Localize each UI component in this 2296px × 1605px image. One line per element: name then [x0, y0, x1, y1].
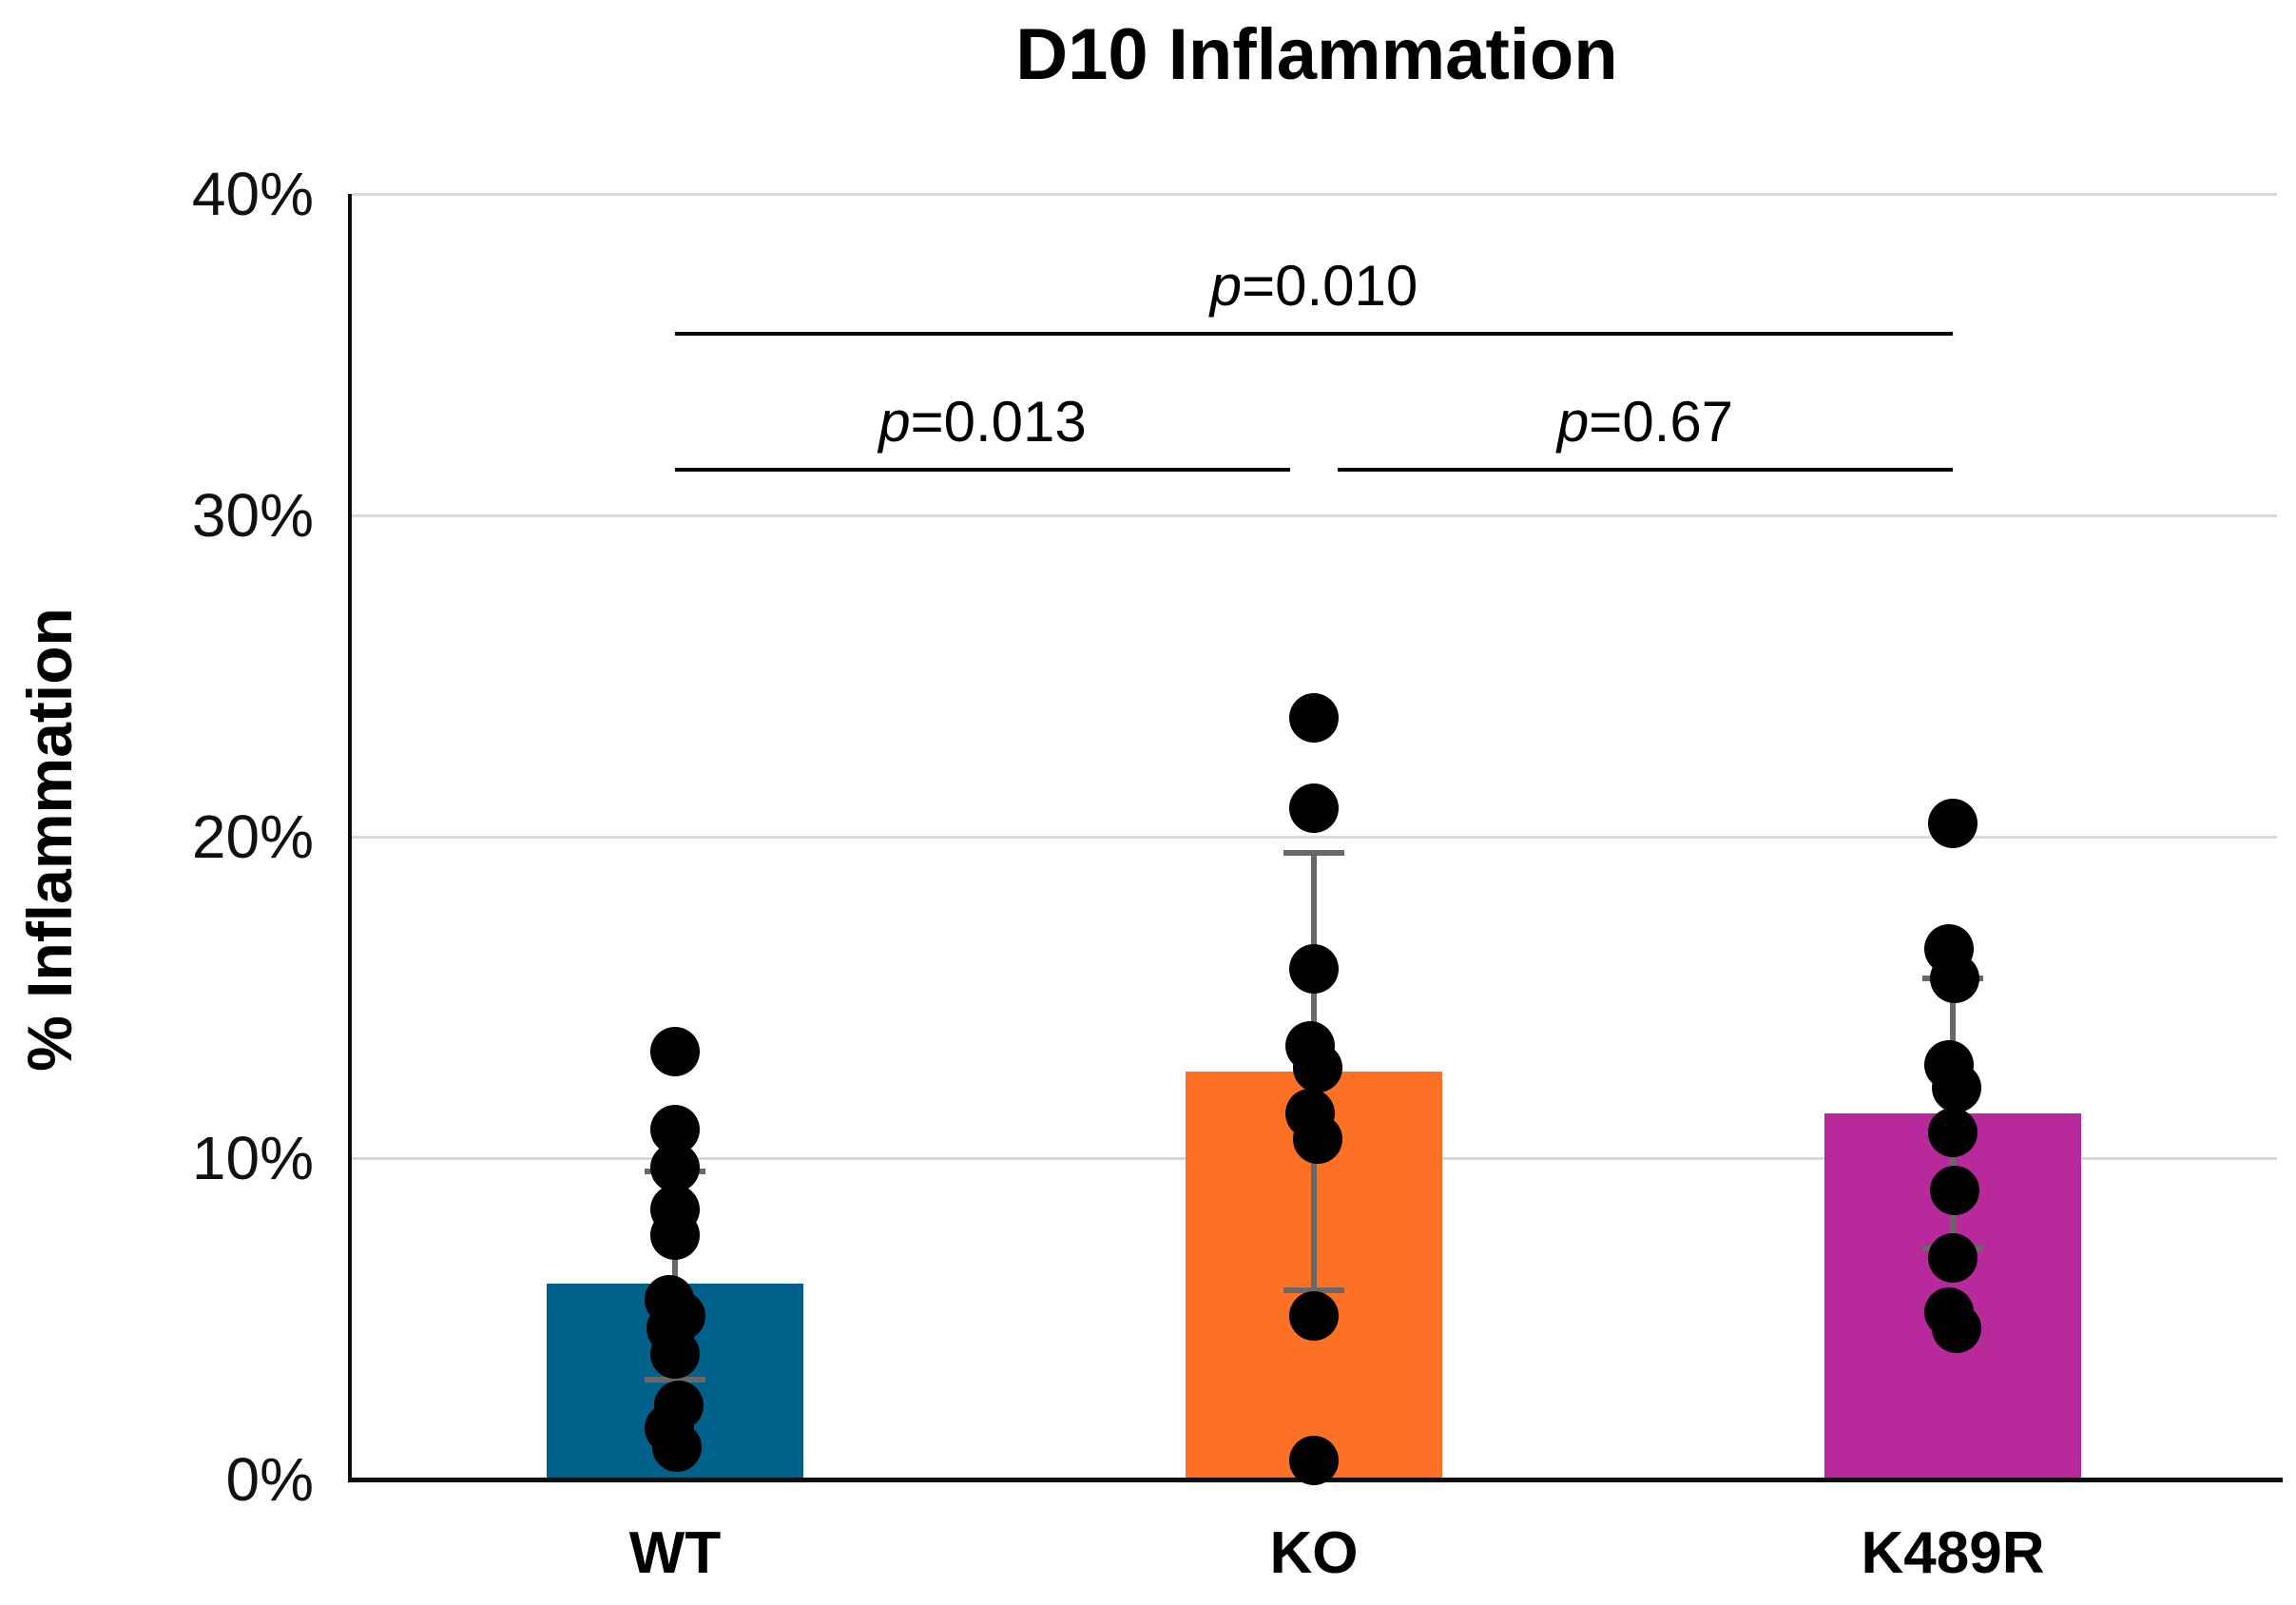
data-point-k489r-3	[1930, 953, 1979, 1003]
y-tick-label-40: 40%	[191, 160, 314, 228]
significance-label-wt-vs-k489r: p=0.010	[1209, 254, 1418, 318]
data-point-ko-3	[1289, 943, 1339, 994]
error-bar-cap-bottom-wt	[645, 1377, 705, 1383]
data-point-k489r-7	[1930, 1165, 1979, 1215]
significance-line-wt-vs-ko	[675, 468, 1290, 472]
y-tick-label-20: 20%	[191, 802, 314, 871]
data-point-k489r-10	[1932, 1304, 1981, 1354]
significance-line-ko-vs-k489r	[1338, 468, 1953, 472]
gridline-20-percent	[352, 836, 2277, 839]
x-tick-label-k489r: K489R	[1861, 1520, 2045, 1586]
significance-label-wt-vs-ko: p=0.013	[878, 390, 1087, 454]
data-point-ko-2	[1289, 783, 1339, 833]
data-point-ko-5	[1293, 1043, 1342, 1093]
data-point-wt-9	[650, 1329, 700, 1380]
data-point-wt-5	[650, 1210, 700, 1261]
data-point-k489r-6	[1928, 1107, 1978, 1157]
error-bar-cap-top-ko	[1283, 849, 1344, 856]
data-point-wt-3	[650, 1143, 700, 1193]
y-axis-line	[348, 194, 352, 1481]
gridline-30-percent	[352, 514, 2277, 517]
x-tick-label-ko: KO	[1269, 1520, 1359, 1586]
significance-line-wt-vs-k489r	[675, 332, 1953, 336]
chart-title: D10 Inflammation	[1015, 14, 1618, 95]
data-point-ko-7	[1293, 1113, 1342, 1164]
data-point-k489r-1	[1928, 799, 1978, 849]
data-point-k489r-8	[1928, 1232, 1978, 1283]
data-point-k489r-5	[1932, 1062, 1981, 1112]
data-point-ko-9	[1289, 1435, 1339, 1485]
y-tick-label-30: 30%	[191, 481, 314, 550]
error-bar-cap-bottom-ko	[1283, 1286, 1344, 1293]
data-point-ko-8	[1289, 1290, 1339, 1341]
data-point-wt-1	[650, 1027, 700, 1077]
gridline-40-percent	[352, 193, 2277, 196]
significance-label-ko-vs-k489r: p=0.67	[1556, 390, 1734, 454]
y-tick-label-0: 0%	[225, 1445, 315, 1514]
y-tick-label-10: 10%	[191, 1124, 314, 1192]
data-point-ko-1	[1289, 692, 1339, 743]
x-tick-label-wt: WT	[628, 1520, 722, 1586]
data-point-wt-12	[652, 1422, 702, 1473]
